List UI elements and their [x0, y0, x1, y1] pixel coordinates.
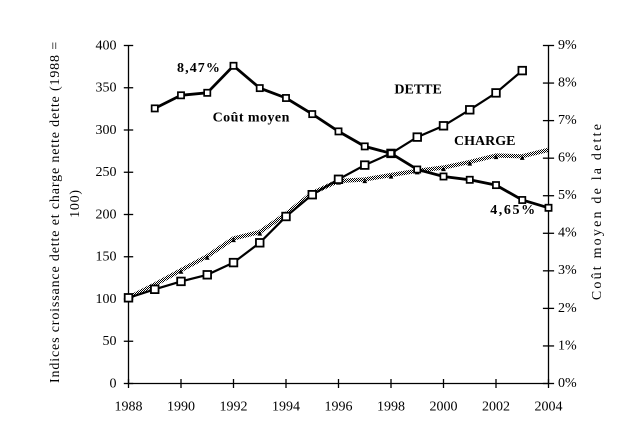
svg-text:7%: 7% — [558, 113, 577, 128]
svg-text:1%: 1% — [558, 338, 577, 353]
svg-text:CHARGE: CHARGE — [454, 134, 515, 149]
svg-text:1996: 1996 — [325, 399, 353, 414]
svg-text:2000: 2000 — [430, 399, 458, 414]
svg-text:2002: 2002 — [482, 399, 510, 414]
svg-text:0: 0 — [110, 376, 117, 391]
svg-text:0%: 0% — [558, 376, 577, 391]
svg-text:DETTE: DETTE — [394, 82, 441, 97]
svg-text:5%: 5% — [558, 188, 577, 203]
svg-text:400: 400 — [96, 38, 117, 53]
svg-text:100: 100 — [96, 292, 117, 307]
svg-text:Indices croissance dette et ch: Indices croissance dette et charge nette… — [48, 41, 63, 383]
svg-text:1998: 1998 — [377, 399, 405, 414]
svg-text:8,47%: 8,47% — [177, 61, 221, 76]
svg-text:2%: 2% — [558, 301, 577, 316]
svg-text:150: 150 — [96, 250, 117, 265]
svg-text:3%: 3% — [558, 263, 577, 278]
svg-text:4,65%: 4,65% — [490, 203, 537, 218]
svg-text:1994: 1994 — [272, 399, 300, 414]
svg-text:4%: 4% — [558, 226, 577, 241]
svg-text:2004: 2004 — [535, 399, 563, 414]
svg-text:50: 50 — [103, 334, 117, 349]
svg-text:8%: 8% — [558, 75, 577, 90]
svg-text:1988: 1988 — [115, 399, 143, 414]
svg-text:1992: 1992 — [220, 399, 248, 414]
svg-text:9%: 9% — [558, 38, 577, 53]
svg-text:Coût moyen: Coût moyen — [213, 110, 290, 125]
svg-text:350: 350 — [96, 81, 117, 96]
svg-text:300: 300 — [96, 123, 117, 138]
svg-text:250: 250 — [96, 165, 117, 180]
svg-text:Coût moyen de la dette: Coût moyen de la dette — [590, 122, 605, 300]
svg-text:6%: 6% — [558, 151, 577, 166]
svg-text:100): 100) — [68, 189, 83, 218]
svg-text:200: 200 — [96, 207, 117, 222]
svg-text:1990: 1990 — [167, 399, 195, 414]
